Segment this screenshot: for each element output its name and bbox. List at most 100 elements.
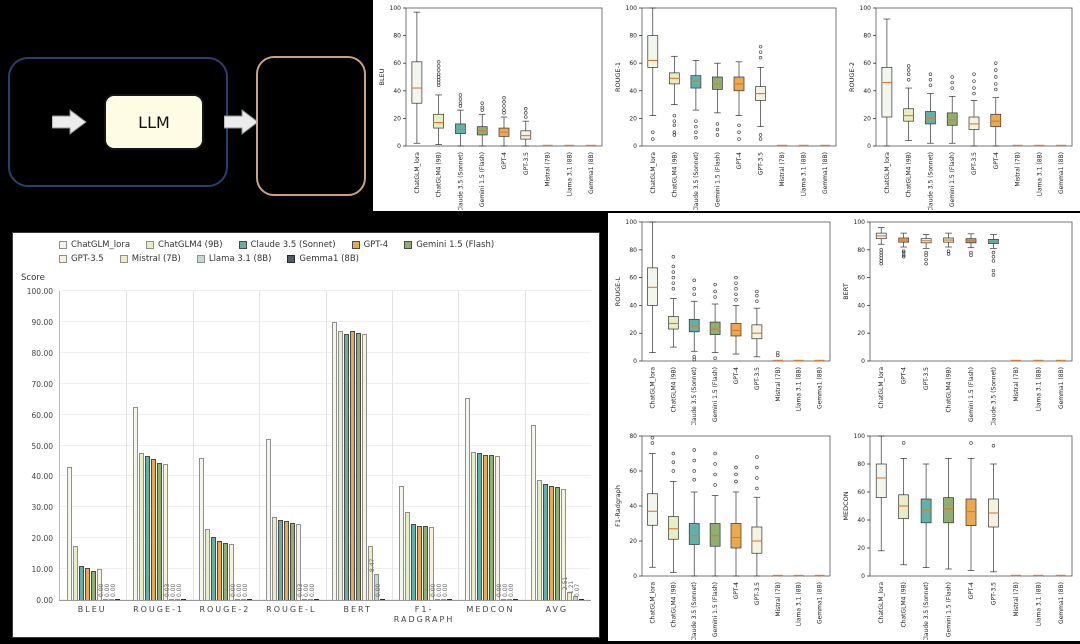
outlier-point xyxy=(994,61,998,65)
gridline-v xyxy=(325,291,327,600)
bar xyxy=(265,439,271,600)
outlier-point xyxy=(991,273,996,277)
outlier-point xyxy=(991,259,996,263)
bar-chart-panel: ChatGLM_lora ChatGLM4 (9B) Claude 3.5 (Son… xyxy=(12,232,600,638)
x-tick-label: GPT-3.5 xyxy=(758,152,765,175)
llm-node-label: LLM xyxy=(138,112,170,132)
y-tick-label: 30.00 xyxy=(31,503,53,513)
outlier-point xyxy=(436,60,441,64)
legend-label: ChatGLM_lora xyxy=(71,240,131,250)
x-tick-label: Claude 3.5 (Sonnet) xyxy=(923,582,930,640)
outlier-point xyxy=(671,255,676,259)
legend-item: ChatGLM4 (9B) xyxy=(146,240,223,250)
outlier-point xyxy=(758,50,763,54)
outlier-point xyxy=(713,451,717,456)
x-tick-label: ChatGLM4 (9B) xyxy=(670,582,677,628)
outlier-point xyxy=(991,268,996,273)
x-tick-label: ROUGE-1 xyxy=(133,605,185,614)
bar xyxy=(211,536,217,600)
bar-value-label: 0.00 xyxy=(308,583,316,597)
outlier-point xyxy=(694,130,698,134)
y-tick-label: 60 xyxy=(857,275,865,282)
legend-label: Gemma1 (8B) xyxy=(299,254,359,264)
outlier-point xyxy=(671,270,676,274)
outlier-point xyxy=(755,476,759,480)
bar xyxy=(217,541,223,600)
x-tick-label: Claude 3.5 (Sonnet) xyxy=(691,582,698,640)
legend-label: GPT-4 xyxy=(363,240,389,250)
y-tick-label: 60 xyxy=(857,489,865,496)
y-tick-label: 80 xyxy=(857,247,865,254)
x-tick-label: BLEU xyxy=(77,605,107,614)
outlier-point xyxy=(713,356,717,360)
bar xyxy=(78,566,84,600)
bar xyxy=(145,456,151,600)
outlier-point xyxy=(972,91,976,96)
outlier-point xyxy=(713,289,717,294)
outlier-point xyxy=(692,287,696,291)
outlier-point xyxy=(502,100,506,104)
y-tick-label: 40.00 xyxy=(31,472,53,482)
bar: 0.00 xyxy=(375,584,386,600)
outlier-point xyxy=(672,123,677,128)
bar-value-label: 0.00 xyxy=(176,583,184,597)
boxplot-medcon-panel: 0 20 40 60 80 100 MEDCON ChatGLM_lora ChatGLM4 (… xyxy=(840,428,1078,642)
bar xyxy=(72,545,78,600)
x-tick-label: Gemini 1.5 (Flash) xyxy=(712,582,719,637)
bar xyxy=(561,488,567,600)
outlier-point xyxy=(972,79,976,83)
x-tick-label: ChatGLM4 (9B) xyxy=(901,582,908,628)
bar: 0.00 xyxy=(442,584,452,600)
bar xyxy=(428,527,434,600)
legend-swatch-icon xyxy=(287,255,296,263)
outlier-point xyxy=(906,64,911,68)
boxplot-rouge1-panel: 0 20 40 60 80 100 ROUGE-1 ChatGLM_lora ChatGLM4 … xyxy=(612,0,842,212)
outlier-point xyxy=(924,253,928,258)
y-tick-label: 0 xyxy=(861,573,865,580)
outlier-point xyxy=(436,72,441,76)
bar-value-label: 0.07 xyxy=(574,583,582,597)
outlier-point xyxy=(692,278,696,283)
outlier-point xyxy=(950,86,954,90)
x-tick-label: GPT-3.5 xyxy=(754,367,761,390)
boxplot-bert-panel: 0 20 40 60 80 100 BERT ChatGLM_lora GPT-4 GPT-3.5… xyxy=(840,214,1078,427)
x-tick-label: GPT-4 xyxy=(733,582,740,600)
y-tick-label: 0 xyxy=(633,143,637,150)
outlier-point xyxy=(928,72,933,76)
bar: 0.00 xyxy=(502,584,512,600)
legend-swatch-icon xyxy=(146,241,155,249)
bar-group: 0.03 0.00 0.00 xyxy=(259,291,325,600)
y-tick-label: 100.00 xyxy=(26,287,53,296)
boxplot-svg: 0 20 40 60 80 100 BLEU ChatGLM_lora ChatGLM4 (9B… xyxy=(378,5,603,212)
bar: 1.21 xyxy=(568,581,579,600)
y-axis-tick-labels: 0.00 10.00 20.00 30.00 40.00 50.00 60.00 70.00 8… xyxy=(15,287,55,605)
outlier-point xyxy=(906,68,911,72)
outlier-point xyxy=(755,299,759,303)
outlier-point xyxy=(906,72,911,76)
bar-value-label: 0.00 xyxy=(441,583,449,597)
legend-item: Gemini 1.5 (Flash) xyxy=(404,240,494,250)
outlier-point xyxy=(671,281,676,285)
bar-group: 0.03 0.00 0.00 xyxy=(126,291,192,600)
y-tick-label: 60 xyxy=(629,275,637,282)
outlier-point xyxy=(758,137,763,141)
outlier-point xyxy=(758,55,763,60)
y-tick-label: 80 xyxy=(863,33,871,40)
bar: 0.00 xyxy=(309,584,319,600)
outlier-point xyxy=(458,97,463,101)
x-tick-label: GPT-4 xyxy=(736,152,743,170)
y-tick-label: 20.00 xyxy=(31,534,53,544)
x-tick-label: Gemma1 (8B) xyxy=(1058,152,1065,194)
x-tick-label: Llama 3.1 (8B) xyxy=(801,152,808,196)
bar xyxy=(555,487,561,600)
legend-swatch-icon xyxy=(59,255,67,263)
y-tick-label: 20 xyxy=(629,538,637,545)
outlier-point xyxy=(672,113,677,118)
outlier-point xyxy=(879,261,883,266)
legend-row-2: GPT-3.5 Mistral (7B) Llama 3.1 (8B) Gemma1 … xyxy=(59,254,359,264)
x-tick-label: GPT-3.5 xyxy=(971,152,978,175)
y-axis-title: BLEU xyxy=(378,68,386,85)
x-tick-label: GPT-3.5 xyxy=(923,367,930,390)
y-tick-label: 100 xyxy=(854,433,866,440)
